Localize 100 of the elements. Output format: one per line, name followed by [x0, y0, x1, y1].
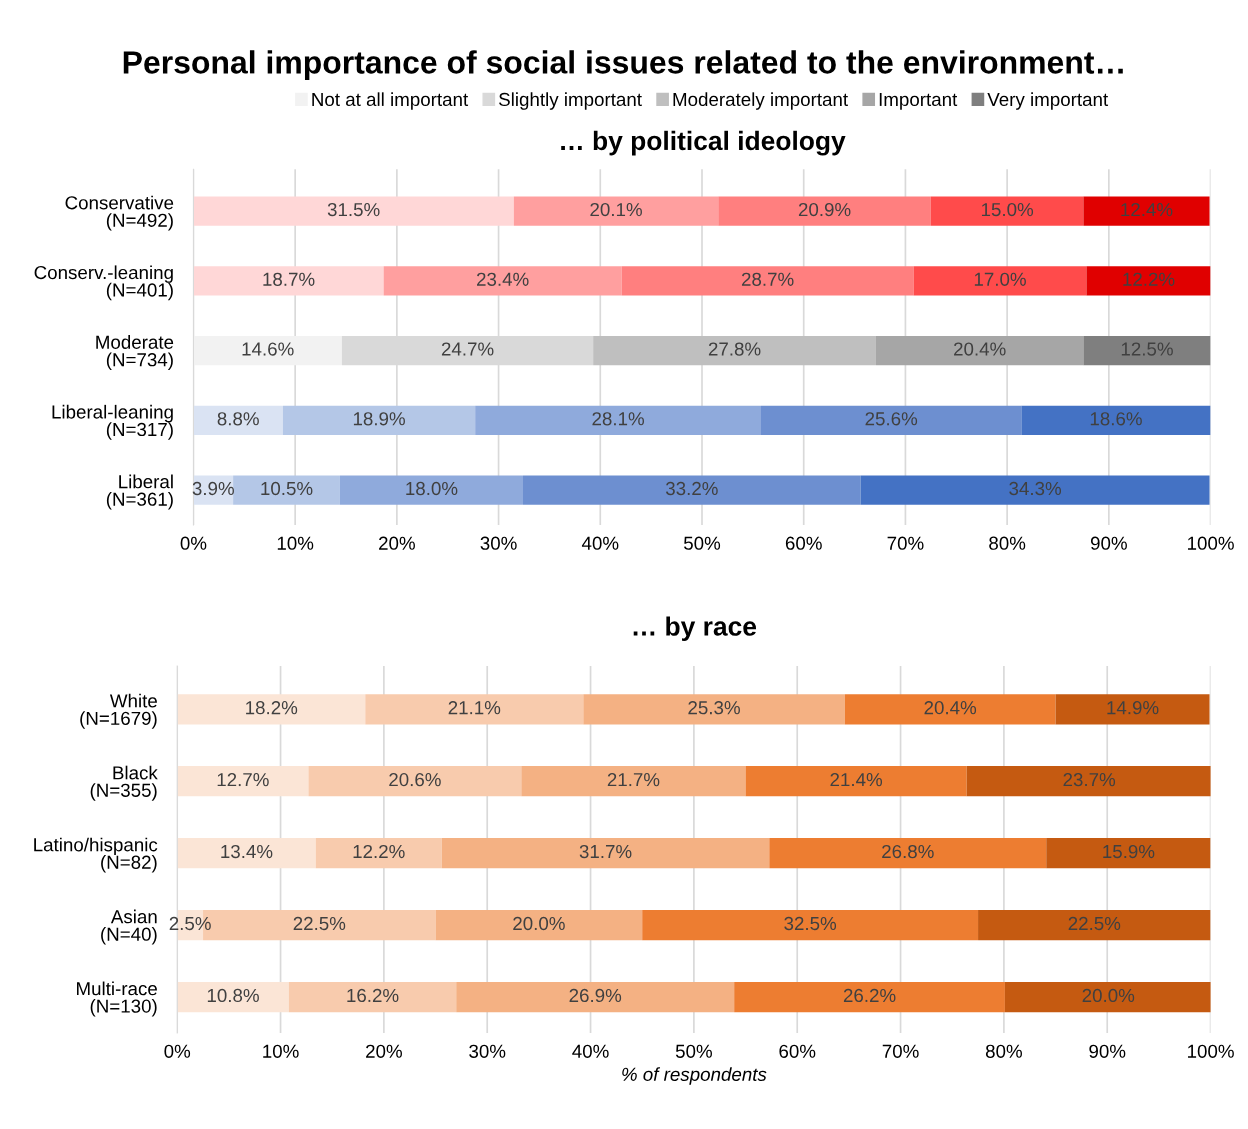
data-label: 20.0%	[513, 916, 565, 931]
data-label: 18.2%	[246, 701, 298, 715]
data-label: 27.8%	[708, 342, 761, 356]
y-tick-label: Latino/hispanic (N=82)	[34, 837, 158, 873]
bar	[844, 694, 1056, 725]
y-tick-label: Multi-race (N=130)	[77, 981, 157, 1017]
data-label: 31.5%	[327, 202, 380, 217]
x-tick-label: 40%	[581, 536, 619, 550]
bar	[177, 838, 316, 869]
data-label: 10.8%	[207, 988, 259, 1003]
data-label: 22.5%	[293, 916, 346, 931]
bar	[860, 475, 1210, 505]
data-label: 20.4%	[954, 342, 1006, 356]
data-label: 25.6%	[865, 412, 918, 426]
x-tick-label: 10%	[263, 1044, 299, 1058]
x-tick-label: 60%	[779, 1044, 816, 1058]
x-tick-label: 30%	[480, 536, 517, 550]
bar	[1086, 266, 1211, 296]
x-tick-label: 100%	[1188, 1044, 1234, 1058]
data-label: 21.1%	[448, 701, 501, 715]
data-label: 28.1%	[592, 412, 644, 426]
x-tick-label: 90%	[1089, 1044, 1126, 1058]
bar	[593, 336, 876, 366]
bar	[1083, 196, 1210, 226]
data-label: 3.9%	[192, 481, 234, 496]
bar	[875, 336, 1084, 366]
y-tick-label: Asian (N=40)	[101, 909, 157, 945]
x-tick-label: 80%	[985, 1044, 1022, 1058]
data-label: 32.5%	[784, 916, 837, 931]
bar	[1004, 981, 1211, 1013]
x-tick-label: 0%	[180, 536, 207, 550]
y-tick-label: Liberal (N=361)	[106, 474, 173, 510]
bar	[177, 766, 309, 797]
bar	[760, 405, 1022, 436]
legend-label: Not at all important	[312, 92, 469, 110]
data-label: 15.0%	[981, 202, 1034, 217]
data-label: 18.0%	[406, 481, 458, 496]
bar	[1083, 336, 1211, 366]
bar	[583, 694, 845, 725]
bar	[435, 910, 643, 941]
data-label: 18.6%	[1090, 412, 1142, 426]
data-label: 26.8%	[882, 844, 934, 859]
data-label: 18.7%	[263, 272, 315, 286]
data-label: 20.1%	[590, 202, 642, 217]
data-label: 14.9%	[1107, 701, 1159, 715]
chart-title: Personal importance of social issues related to the environment…	[123, 50, 1123, 81]
data-label: 16.2%	[347, 988, 399, 1003]
bar	[365, 694, 584, 725]
bar	[441, 838, 770, 869]
x-tick-label: 70%	[887, 536, 924, 550]
data-label: 13.4%	[221, 844, 273, 859]
bar	[233, 475, 340, 505]
bar	[913, 266, 1087, 296]
data-label: 25.3%	[688, 701, 740, 715]
data-label: 14.6%	[242, 342, 294, 356]
y-tick-label: Conserv.-leaning (N=401)	[34, 265, 173, 301]
bar	[1055, 694, 1210, 725]
data-label: 21.4%	[830, 772, 883, 787]
y-tick-label: Black (N=355)	[90, 765, 158, 801]
bar	[513, 196, 719, 226]
data-label: 8.8%	[217, 412, 259, 426]
bar	[745, 766, 967, 797]
bar	[193, 196, 514, 226]
bar	[177, 981, 289, 1013]
chart-subtitle: … by political ideology	[561, 130, 846, 156]
data-label: 26.9%	[569, 988, 622, 1003]
x-tick-label: 50%	[675, 1044, 712, 1058]
chart-title: … by race	[633, 616, 757, 642]
bar	[383, 266, 622, 296]
bar	[521, 766, 746, 797]
data-label: 28.7%	[741, 272, 794, 286]
bar	[978, 910, 1211, 941]
data-label: 23.7%	[1063, 772, 1116, 787]
y-tick-label: White (N=1679)	[80, 693, 157, 729]
x-tick-label: 80%	[989, 536, 1026, 550]
x-tick-label: 50%	[683, 536, 721, 550]
legend-label: Important	[879, 93, 958, 110]
x-tick-label: 90%	[1090, 536, 1127, 550]
x-tick-label: 20%	[366, 1044, 402, 1058]
x-tick-label: 0%	[164, 1044, 191, 1058]
data-label: 12.4%	[1121, 202, 1173, 217]
bar	[475, 405, 761, 436]
x-tick-label: 60%	[785, 536, 822, 550]
data-label: 20.9%	[798, 202, 851, 217]
x-tick-label: 30%	[469, 1044, 506, 1058]
legend-label: Moderately important	[673, 92, 848, 110]
y-tick-label: Conservative (N=492)	[65, 195, 174, 231]
bar	[930, 196, 1084, 226]
bar	[177, 694, 366, 725]
data-label: 15.9%	[1103, 844, 1155, 859]
bar	[621, 266, 914, 296]
data-label: 2.5%	[169, 916, 211, 931]
data-label: 33.2%	[665, 481, 718, 496]
data-label: 12.2%	[1123, 272, 1175, 286]
bar	[193, 266, 384, 296]
x-tick-label: 100%	[1188, 536, 1234, 550]
x-axis-title: % of respondents	[622, 1067, 767, 1085]
y-tick-label: Moderate (N=734)	[96, 335, 174, 371]
bar	[339, 475, 523, 505]
bar	[522, 475, 861, 505]
